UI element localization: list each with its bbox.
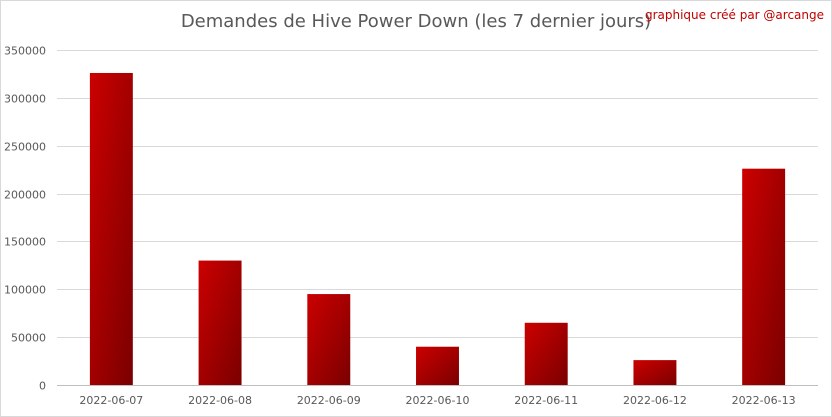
x-tick-label: 2022-06-11 xyxy=(514,394,578,407)
bar-2022-06-10 xyxy=(416,346,459,385)
chart-title: Demandes de Hive Power Down (les 7 derni… xyxy=(180,11,652,32)
y-tick-label: 350000 xyxy=(4,45,46,58)
gridlines xyxy=(57,50,818,386)
bar-2022-06-13 xyxy=(742,168,786,385)
y-tick-label: 250000 xyxy=(4,141,46,154)
y-tick-label: 200000 xyxy=(4,189,46,202)
x-tick-label: 2022-06-08 xyxy=(188,394,252,407)
y-tick-label: 50000 xyxy=(11,332,46,345)
x-tick-label: 2022-06-07 xyxy=(79,394,143,407)
credit-text: graphique créé par @arcange xyxy=(644,8,824,22)
y-tick-label: 100000 xyxy=(4,284,46,297)
bar-2022-06-09 xyxy=(307,294,351,385)
x-tick-label: 2022-06-12 xyxy=(623,394,687,407)
x-tick-label: 2022-06-09 xyxy=(297,394,361,407)
x-tick-label: 2022-06-10 xyxy=(406,394,470,407)
y-axis-ticks: 0 50000 100000 150000 200000 250000 300000 3500… xyxy=(4,45,46,393)
y-tick-label: 150000 xyxy=(4,236,46,249)
y-tick-label: 300000 xyxy=(4,93,46,106)
bars xyxy=(89,72,786,385)
bar-2022-06-12 xyxy=(633,360,677,385)
y-tick-label: 0 xyxy=(39,380,46,393)
x-axis-ticks: 2022-06-07 2022-06-08 2022-06-09 2022-06-10… xyxy=(79,394,795,407)
bar-2022-06-08 xyxy=(198,260,242,385)
x-tick-label: 2022-06-13 xyxy=(732,394,796,407)
bar-2022-06-07 xyxy=(89,72,133,385)
bar-2022-06-11 xyxy=(524,322,568,385)
